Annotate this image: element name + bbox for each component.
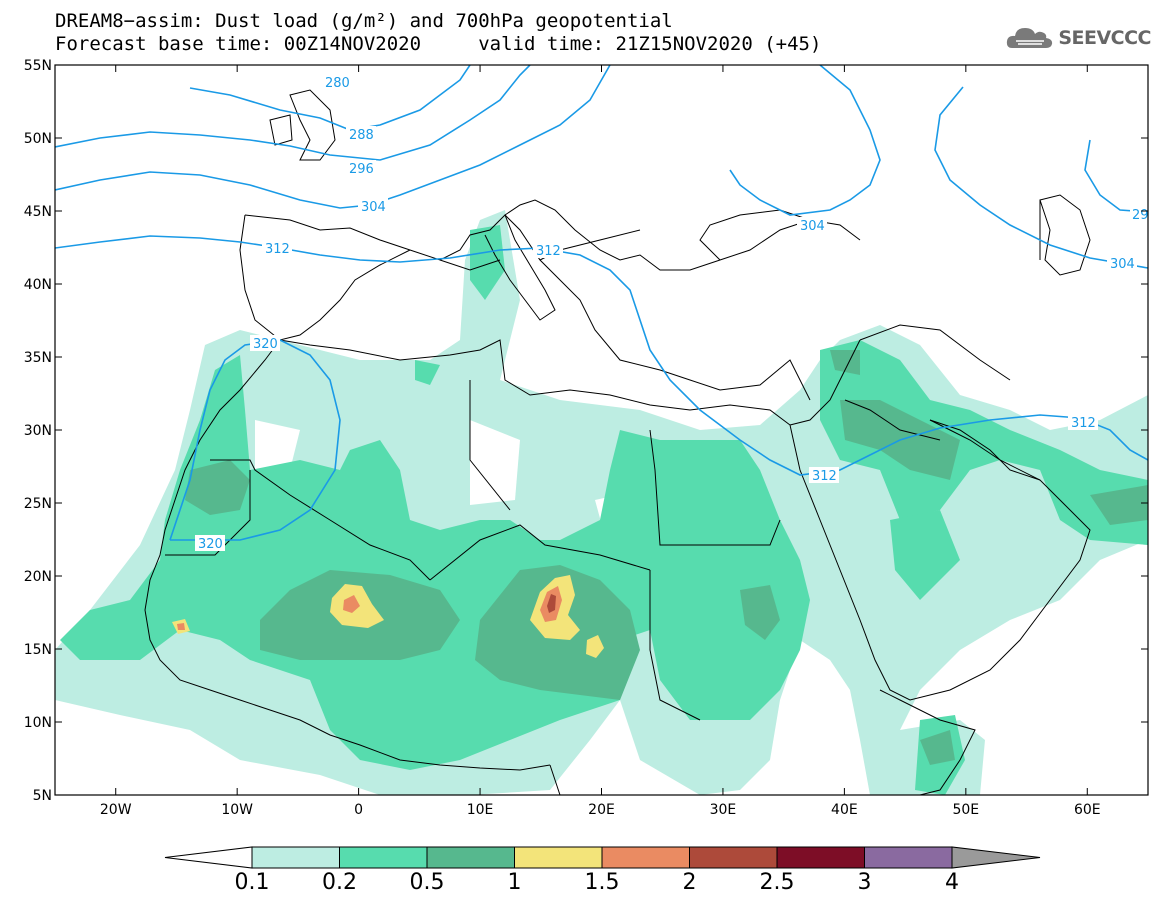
contour-label-312-east: 312 [1071, 416, 1096, 431]
lat-tick-label: 50N [24, 131, 52, 147]
contour-label-312-central: 312 [536, 244, 561, 259]
lon-tick-label: 10W [221, 802, 253, 818]
lat-tick-label: 25N [24, 496, 52, 512]
colorbar-over-arrow [951, 846, 1041, 869]
colorbar-level-label: 1.5 [584, 870, 620, 895]
lat-tick-label: 15N [24, 642, 52, 658]
dust-load-fill [55, 210, 1148, 795]
lat-tick-label: 55N [24, 58, 52, 74]
colorbar-segment [251, 846, 340, 869]
cloud-icon [1007, 28, 1053, 48]
lon-tick-label: 40E [831, 802, 858, 818]
colorbar-level-label: 0.2 [322, 870, 357, 895]
lat-tick-label: 40N [24, 277, 52, 293]
svg-text:29: 29 [1132, 208, 1149, 223]
colorbar-level-label: 0.5 [409, 870, 445, 895]
colorbar-segment [689, 846, 778, 869]
colorbar-segment [601, 846, 690, 869]
lat-tick-label: 20N [24, 569, 52, 585]
lon-tick-label: 60E [1074, 802, 1101, 818]
contour-label-312-red-sea: 312 [812, 469, 837, 484]
colorbar-segment [426, 846, 515, 869]
colorbar-level-label: 2 [682, 870, 697, 895]
colorbar-level-label: 4 [945, 870, 959, 895]
contour-label-296: 296 [349, 162, 374, 177]
logo-text: SEEVCCC [1058, 27, 1151, 49]
lon-tick-label: 0 [354, 802, 363, 818]
axis-ticks: 20W 10W 0 10E 20E 30E 40E 50E 60E 55N 50N 45N 40N 35N… [24, 58, 1148, 818]
colorbar-segment [864, 846, 953, 869]
contour-label-304-east: 304 [800, 219, 825, 234]
forecast-time-subtitle: Forecast base time: 00Z14NOV2020 valid t… [55, 33, 822, 55]
map-title: DREAM8−assim: Dust load (g/m²) and 700hP… [55, 10, 673, 32]
lat-tick-label: 30N [24, 423, 52, 439]
contour-labels: 280 288 296 304 304 304 312 312 312 312 … [195, 74, 1149, 552]
lon-tick-label: 10E [467, 802, 494, 818]
contour-label-312-west: 312 [265, 242, 290, 257]
dust-level-0.2 [60, 225, 1148, 795]
colorbar [164, 846, 1041, 869]
lat-tick-label: 5N [33, 788, 52, 804]
colorbar-segment [514, 846, 603, 869]
lat-tick-label: 35N [24, 350, 52, 366]
colorbar-level-label: 2.5 [759, 870, 795, 895]
contour-label-280: 280 [325, 76, 350, 91]
lon-tick-label: 30E [710, 802, 737, 818]
lon-tick-label: 20E [588, 802, 615, 818]
colorbar-under-arrow [164, 846, 253, 869]
contour-label-304-west: 304 [361, 200, 386, 215]
lon-tick-label: 50E [952, 802, 979, 818]
contour-label-304-far-east: 304 [1110, 257, 1135, 272]
lon-tick-label: 20W [100, 802, 132, 818]
lat-tick-label: 45N [24, 204, 52, 220]
contour-label-320-north: 320 [253, 337, 278, 352]
contour-label-288: 288 [349, 128, 374, 143]
seevccc-logo: SEEVCCC [1006, 24, 1151, 52]
lat-tick-label: 10N [24, 715, 52, 731]
contour-label-320-south: 320 [198, 537, 223, 552]
colorbar-segment [339, 846, 428, 869]
dust-level-2 [547, 594, 556, 613]
colorbar-level-label: 1 [507, 870, 522, 895]
colorbar-level-label: 0.1 [234, 870, 270, 895]
colorbar-level-label: 3 [857, 870, 872, 895]
colorbar-segment [776, 846, 865, 869]
